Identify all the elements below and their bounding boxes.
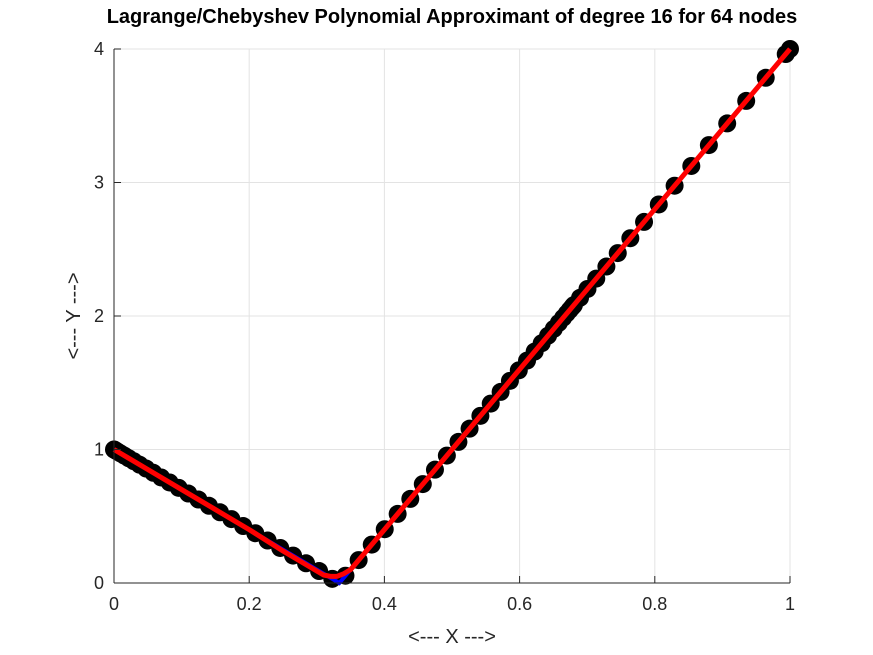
y-tick-label: 0 bbox=[94, 573, 104, 593]
x-tick-label: 1 bbox=[785, 594, 795, 614]
x-tick-label: 0.6 bbox=[507, 594, 532, 614]
y-tick-label: 4 bbox=[94, 39, 104, 59]
x-tick-label: 0.8 bbox=[642, 594, 667, 614]
ticks: 0 0.2 0.4 0.6 0.8 1 0 1 2 3 4 bbox=[94, 39, 795, 614]
x-tick-label: 0.2 bbox=[237, 594, 262, 614]
approximant-line bbox=[112, 47, 792, 579]
y-tick-label: 3 bbox=[94, 173, 104, 193]
x-axis-label: <--- X ---> bbox=[408, 626, 496, 648]
x-tick-label: 0.4 bbox=[372, 594, 397, 614]
chart-title: Lagrange/Chebyshev Polynomial Approximan… bbox=[107, 6, 798, 28]
y-axis-label: <--- Y ---> bbox=[63, 272, 85, 359]
y-tick-label: 1 bbox=[94, 440, 104, 460]
x-tick-label: 0 bbox=[109, 594, 119, 614]
y-tick-label: 2 bbox=[94, 306, 104, 326]
axes bbox=[113, 48, 791, 584]
